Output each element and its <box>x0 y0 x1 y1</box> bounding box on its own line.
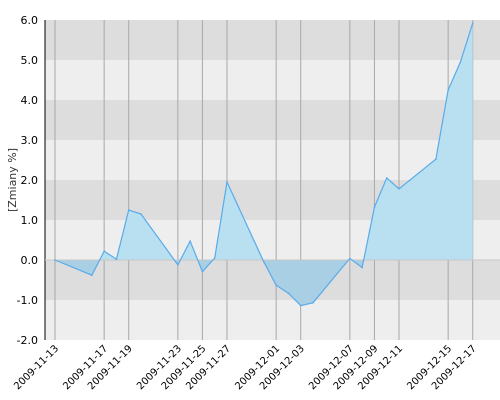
y-tick-label: -2.0 <box>17 334 38 347</box>
data-point <box>213 257 216 259</box>
data-point <box>287 292 290 295</box>
y-axis-label: [Zmiany %] <box>6 148 19 212</box>
y-tick-label: -1.0 <box>17 294 38 307</box>
data-point <box>103 250 105 252</box>
data-point <box>127 209 130 211</box>
area-fill-positive <box>55 23 473 260</box>
data-point <box>115 258 118 261</box>
y-tick-label: 6.0 <box>21 14 39 27</box>
data-point <box>471 22 474 25</box>
y-tick-label: 5.0 <box>21 54 39 67</box>
data-point <box>398 188 400 190</box>
data-point <box>177 264 179 266</box>
data-point <box>201 270 204 273</box>
y-tick-label: 2.0 <box>21 174 39 187</box>
data-point <box>275 284 277 287</box>
y-tick-label: 0.0 <box>21 254 39 267</box>
data-point <box>459 61 462 63</box>
y-tick-label: 3.0 <box>21 134 39 147</box>
y-tick-label: 1.0 <box>21 214 39 227</box>
data-point <box>349 257 351 260</box>
data-point <box>91 274 93 277</box>
background-band <box>45 100 500 140</box>
background-band <box>45 300 500 340</box>
data-point <box>140 213 142 215</box>
data-point <box>299 304 302 307</box>
background-band <box>45 60 500 100</box>
y-axis: -2.0 -1.0 0.0 1.0 2.0 3.0 4.0 5.0 6.0 <box>17 14 38 347</box>
series <box>45 22 500 307</box>
y-tick-label: 4.0 <box>21 94 39 107</box>
data-point <box>226 181 228 183</box>
data-point <box>373 206 376 208</box>
data-point <box>361 266 363 269</box>
data-point <box>189 240 191 242</box>
data-point <box>385 177 388 179</box>
background-band <box>45 20 500 60</box>
data-point <box>263 261 265 263</box>
data-point <box>447 89 449 91</box>
data-point <box>54 259 56 261</box>
x-tick-label: 2009-11-13 <box>12 343 61 392</box>
data-point <box>435 158 437 160</box>
data-point <box>312 302 314 304</box>
